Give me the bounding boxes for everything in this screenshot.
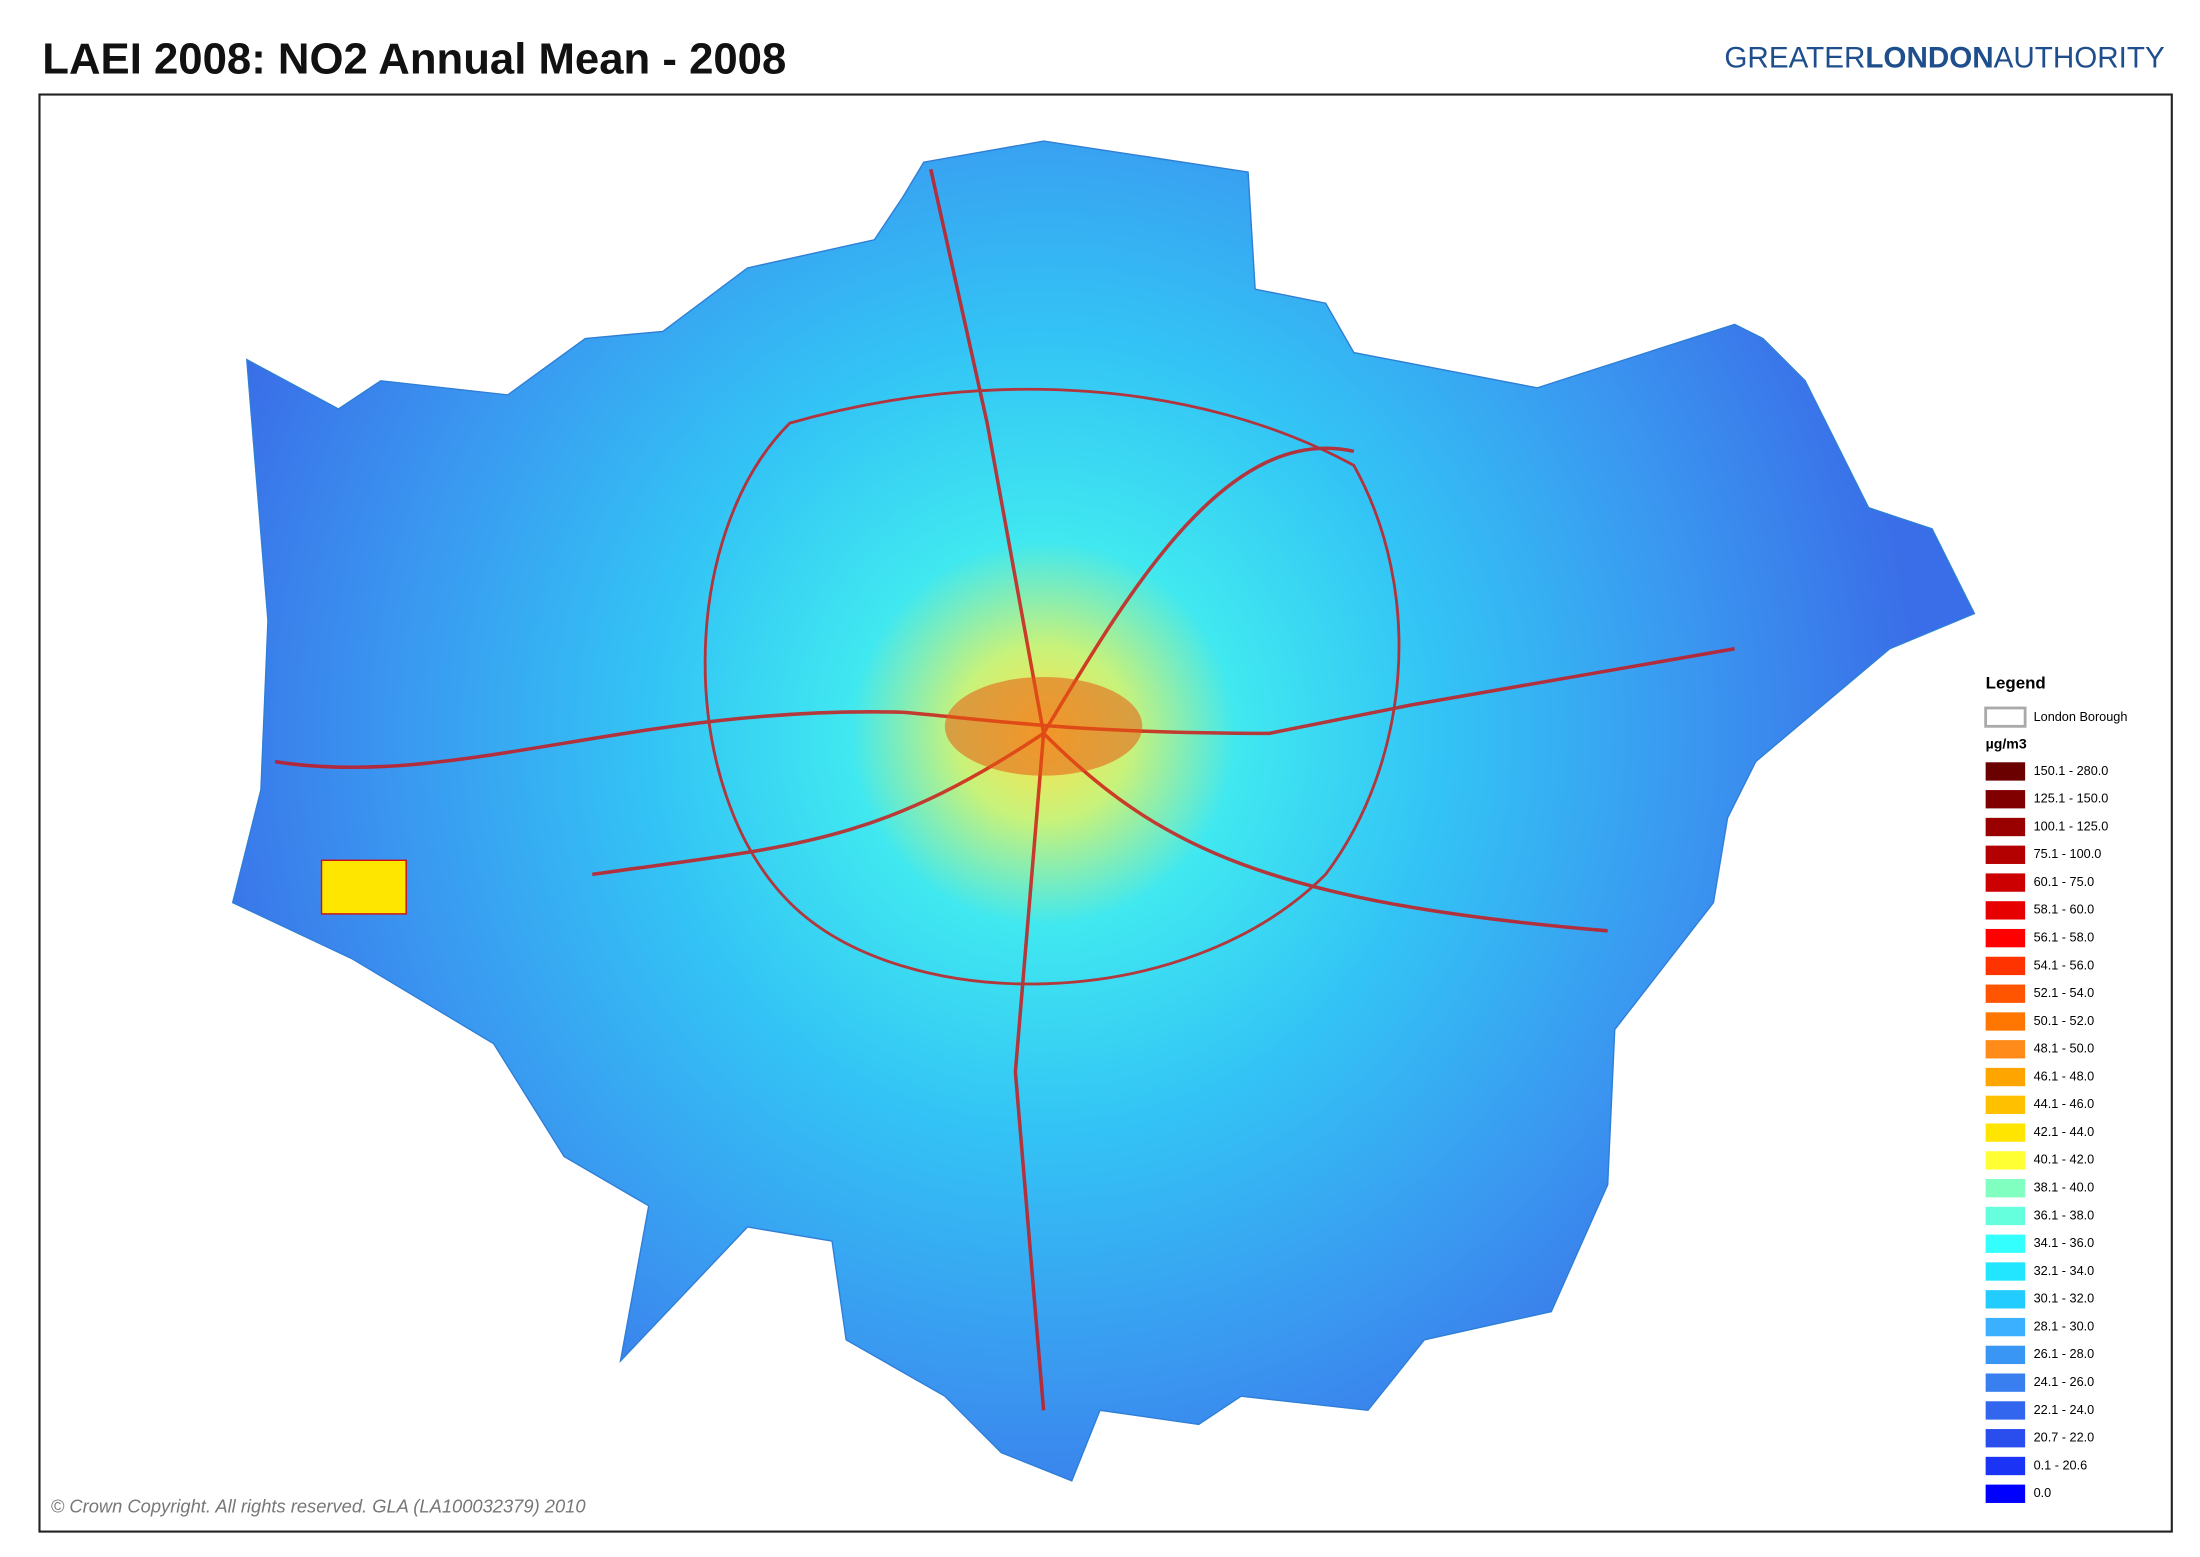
legend-swatch [1985,1401,2026,1420]
road [1013,733,1046,1411]
legend-label: 125.1 - 150.0 [2034,792,2109,806]
legend-swatch [1985,1456,2026,1476]
legend-swatch [1985,1040,2026,1059]
legend-label: 28.1 - 30.0 [2034,1319,2095,1333]
legend-label: 52.1 - 54.0 [2034,986,2095,1000]
legend-label: 0.1 - 20.6 [2034,1458,2088,1472]
legend-label: 46.1 - 48.0 [2034,1069,2095,1083]
brand-part: AUTHORITY [1994,41,2165,74]
legend-label: 38.1 - 40.0 [2034,1181,2095,1195]
borough-swatch [1984,706,2027,728]
legend-label: 34.1 - 36.0 [2034,1236,2095,1250]
legend-swatch [1985,1484,2026,1503]
legend-label: 60.1 - 75.0 [2034,875,2095,889]
legend-label: 32.1 - 34.0 [2034,1264,2095,1278]
legend-label: 54.1 - 56.0 [2034,958,2095,972]
roads [274,168,1735,1411]
legend: Legend London Borough µg/m3 150.1 - 280.… [1984,673,2128,1503]
legend-swatch [1985,1151,2026,1170]
legend-label: 26.1 - 28.0 [2034,1347,2095,1361]
legend-swatch [1985,817,2026,837]
copyright: © Crown Copyright. All rights reserved. … [51,1495,587,1516]
legend-swatch [1985,873,2026,892]
map-title: LAEI 2008: NO2 Annual Mean - 2008 [42,35,786,84]
legend-unit: µg/m3 [1986,735,2027,751]
legend-label: 24.1 - 26.0 [2034,1375,2095,1389]
legend-label: 22.1 - 24.0 [2034,1403,2095,1417]
brand-part: GREATER [1724,41,1865,74]
legend-swatch [1985,1234,2026,1253]
legend-label: 48.1 - 50.0 [2034,1042,2095,1056]
legend-swatch [1985,901,2026,920]
legend-swatch [1985,845,2026,864]
legend-label: 100.1 - 125.0 [2034,819,2109,833]
brand-part: LONDON [1865,41,1993,74]
legend-swatch [1985,984,2026,1003]
road [1042,446,1355,735]
legend-label: 58.1 - 60.0 [2034,903,2095,917]
road [929,168,1046,734]
heathrow-hotspot [320,859,407,915]
road [592,731,1045,877]
brand: GREATERLONDONAUTHORITY [1724,41,2165,74]
legend-label: 150.1 - 280.0 [2034,764,2109,778]
legend-swatch [1985,1345,2026,1365]
legend-swatch [1985,956,2026,976]
legend-swatch [1985,1317,2026,1337]
legend-swatch [1985,1373,2026,1392]
legend-swatch [1985,1429,2026,1448]
london-area [231,140,1976,1482]
legend-swatch [1985,1012,2026,1031]
legend-swatch [1985,1290,2026,1309]
legend-swatch [1985,1179,2026,1198]
legend-label: 0.0 [2034,1486,2052,1500]
legend-swatch [1985,1206,2026,1226]
legend-label: 75.1 - 100.0 [2034,847,2102,861]
legend-label: 44.1 - 46.0 [2034,1097,2095,1111]
legend-label: 40.1 - 42.0 [2034,1153,2095,1167]
road [1042,732,1608,933]
legend-swatch [1985,762,2026,781]
legend-swatch [1985,1262,2026,1281]
legend-label: 20.7 - 22.0 [2034,1431,2095,1445]
legend-label: 42.1 - 44.0 [2034,1125,2095,1139]
legend-swatch [1985,1067,2026,1087]
legend-swatch [1985,928,2026,948]
legend-swatch [1985,790,2026,809]
legend-swatch [1985,1095,2026,1114]
legend-title: Legend [1986,673,2046,692]
legend-label: London Borough [2034,710,2128,724]
legend-label: 36.1 - 38.0 [2034,1208,2095,1222]
legend-label: 30.1 - 32.0 [2034,1292,2095,1306]
road [703,387,1401,986]
central-hotspot [944,676,1143,776]
legend-label: 56.1 - 58.0 [2034,931,2095,945]
legend-swatch [1985,1123,2026,1142]
legend-label: 50.1 - 52.0 [2034,1014,2095,1028]
